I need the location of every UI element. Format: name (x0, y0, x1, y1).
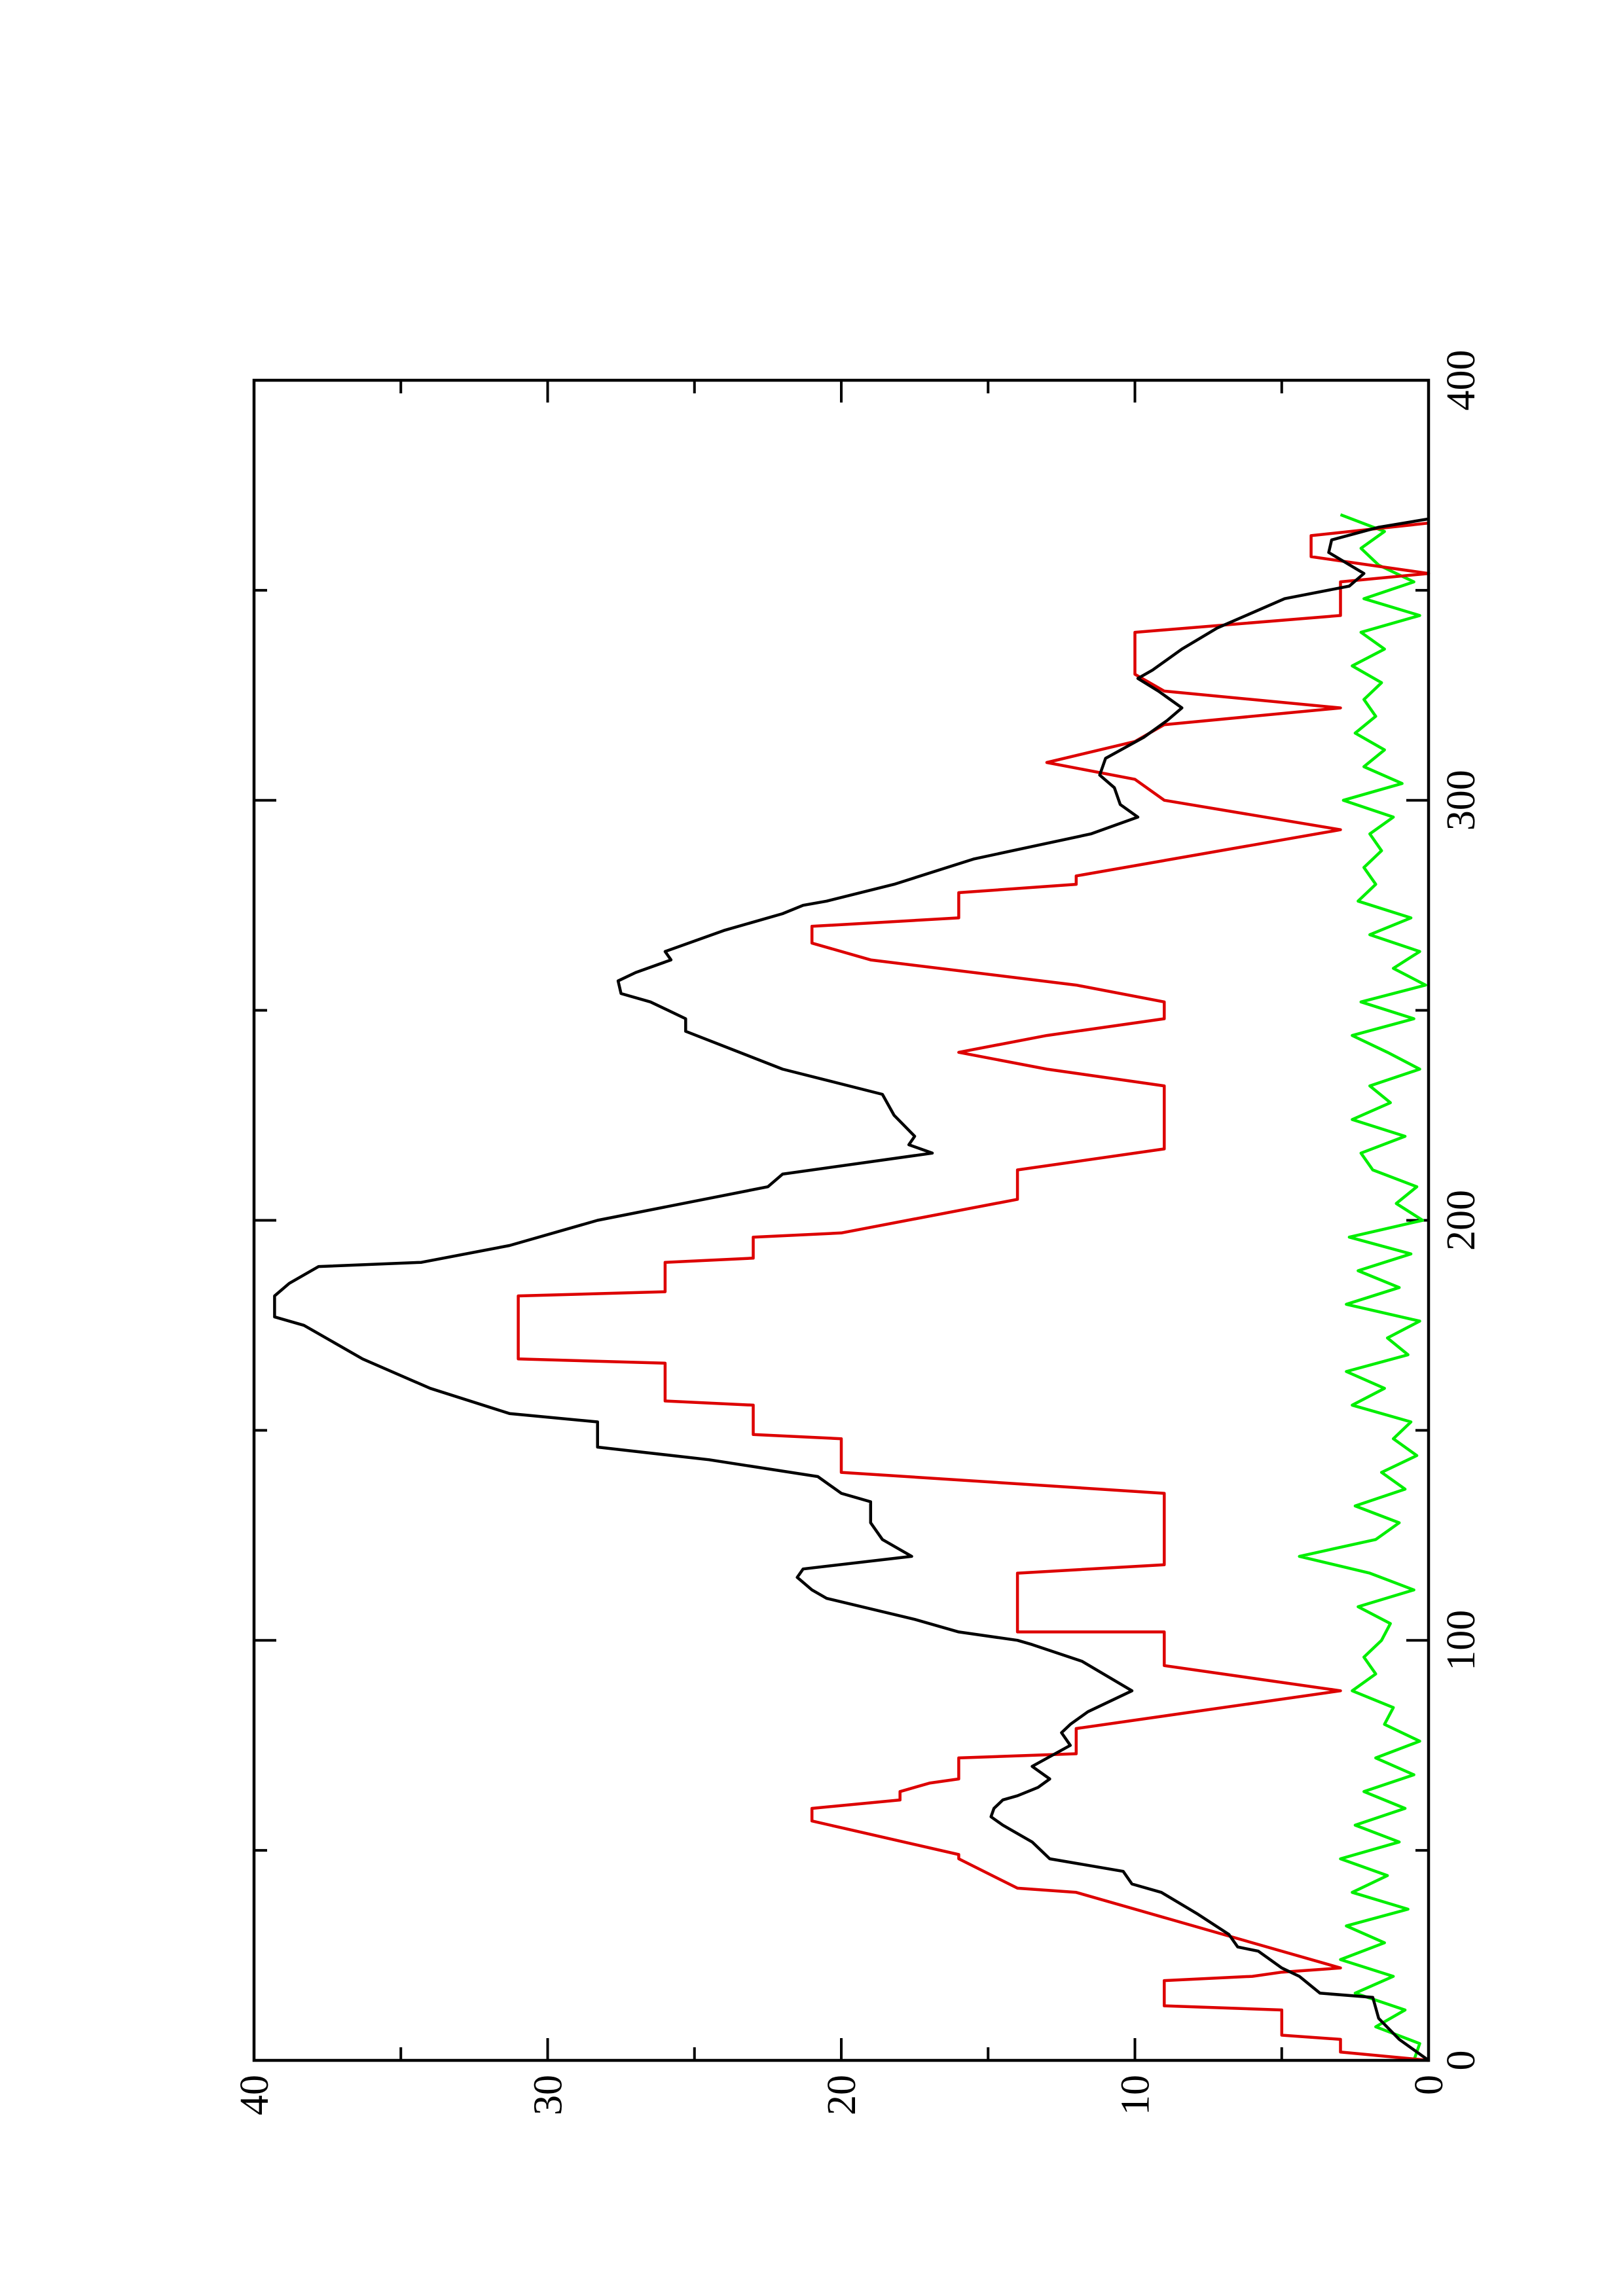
x-tick-label: 0 (1439, 2051, 1484, 2071)
y-tick-label: 0 (1407, 2075, 1451, 2095)
y-tick-label: 20 (820, 2075, 864, 2115)
x-tick-label: 100 (1439, 1610, 1484, 1671)
y-tick-label: 10 (1114, 2075, 1158, 2115)
x-tick-label: 400 (1439, 350, 1484, 411)
x-tick-label: 200 (1439, 1190, 1484, 1251)
series-line (1298, 513, 1427, 2061)
series-line (517, 521, 1431, 2062)
series-line (273, 517, 1430, 2062)
y-tick-label: 30 (526, 2075, 571, 2115)
rotated-plot: 0 100 200 300 400 0 10 20 30 40 (232, 350, 1484, 2116)
y-tick-label: 40 (232, 2075, 277, 2115)
x-tick-label: 300 (1439, 770, 1484, 831)
plot-frame (252, 378, 1431, 2062)
